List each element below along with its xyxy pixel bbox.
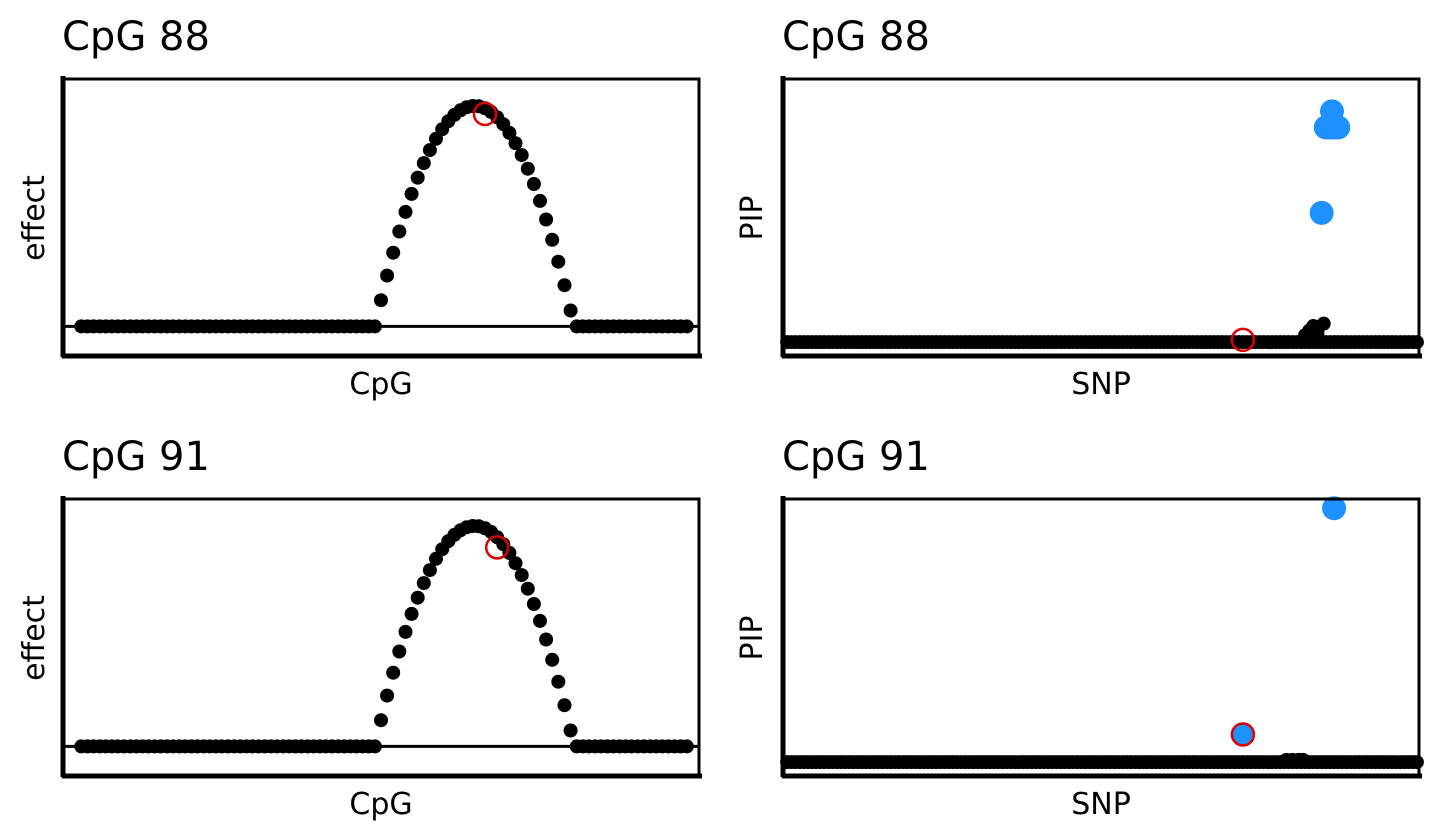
plot-area	[60, 496, 702, 779]
data-point	[520, 581, 535, 596]
highlighted-snp-marker	[1230, 722, 1256, 747]
highlighted-cpg-marker	[484, 535, 510, 560]
x-axis-label: SNP	[1071, 787, 1131, 822]
data-point	[416, 576, 431, 591]
data-point	[502, 125, 517, 140]
data-point	[374, 713, 388, 728]
data-point	[422, 563, 437, 578]
data-point	[386, 245, 401, 260]
data-point	[563, 723, 578, 738]
data-point	[526, 597, 541, 611]
data-point	[1409, 755, 1424, 770]
y-axis-label: effect	[17, 175, 52, 261]
data-point	[380, 688, 395, 703]
data-point	[404, 606, 419, 621]
panel-title: CpG 91	[62, 434, 210, 480]
panel-cpg88-effect: CpG 88 CpG effect	[17, 14, 702, 402]
plot-frame	[61, 497, 701, 778]
data-point	[1322, 115, 1347, 140]
data-point	[533, 193, 547, 208]
highlighted-snp-marker	[1230, 327, 1256, 353]
data-point	[1295, 752, 1310, 767]
plot-area	[780, 496, 1424, 779]
data-point	[514, 148, 529, 163]
data-point	[404, 186, 419, 201]
x-axis-label: CpG	[349, 367, 412, 402]
data-point	[508, 136, 523, 151]
data-point	[551, 254, 566, 269]
panel-title: CpG 91	[782, 434, 930, 480]
panel-cpg88-pip: CpG 88 SNP PIP	[735, 14, 1424, 402]
plot-area	[60, 76, 702, 359]
panel-title: CpG 88	[782, 14, 930, 60]
highlighted-cpg-marker	[472, 101, 498, 127]
plot-frame	[781, 497, 1421, 778]
data-point	[545, 652, 560, 667]
data-point	[539, 212, 554, 227]
y-axis-label: PIP	[735, 195, 770, 240]
data-point	[679, 739, 694, 754]
data-point	[679, 319, 694, 334]
data-point	[398, 624, 413, 639]
plot-frame	[61, 77, 701, 358]
data-point	[398, 204, 413, 219]
data-point	[526, 177, 541, 191]
panel-title: CpG 88	[62, 14, 210, 60]
panel-cpg91-pip: CpG 91 SNP PIP	[735, 434, 1424, 822]
y-axis-label: PIP	[735, 615, 770, 660]
data-point	[416, 156, 431, 171]
data-point	[551, 674, 566, 689]
data-point	[1322, 496, 1347, 521]
data-point	[1316, 316, 1331, 331]
data-point	[374, 293, 388, 308]
y-axis-label: effect	[17, 595, 52, 681]
data-point	[392, 644, 407, 659]
data-point	[508, 556, 523, 571]
data-point	[422, 143, 437, 158]
data-point	[514, 568, 529, 583]
data-point	[1309, 200, 1334, 225]
data-point	[563, 303, 578, 318]
panel-cpg91-effect: CpG 91 CpG effect	[17, 434, 702, 822]
data-point	[557, 698, 572, 713]
data-point	[502, 545, 517, 560]
data-point	[533, 613, 547, 628]
data-point	[557, 278, 572, 293]
data-point	[539, 632, 554, 647]
plot-area	[780, 76, 1424, 359]
data-point	[367, 319, 382, 334]
data-point	[392, 224, 407, 239]
x-axis-label: SNP	[1071, 367, 1131, 402]
data-point	[1409, 335, 1424, 350]
data-point	[367, 739, 382, 754]
x-axis-label: CpG	[349, 787, 412, 822]
data-point	[520, 161, 535, 176]
data-point	[410, 590, 425, 605]
data-point	[545, 232, 560, 247]
data-point	[410, 170, 425, 185]
data-point	[386, 665, 401, 680]
data-point	[380, 268, 395, 283]
